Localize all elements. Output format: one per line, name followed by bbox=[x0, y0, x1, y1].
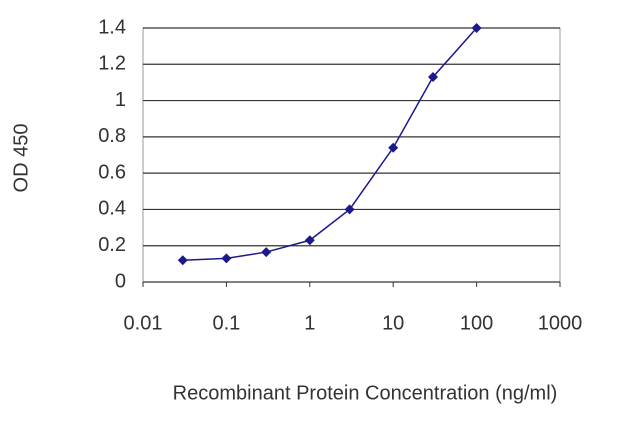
x-axis-label: Recombinant Protein Concentration (ng/ml… bbox=[173, 382, 558, 404]
x-tick-label: 0.01 bbox=[124, 312, 163, 334]
plot-area bbox=[142, 27, 561, 283]
x-tick-label: 1 bbox=[304, 312, 315, 334]
x-tick-label: 0.1 bbox=[212, 312, 240, 334]
data-point bbox=[261, 247, 272, 258]
series-line bbox=[182, 27, 478, 261]
data-point bbox=[177, 255, 188, 266]
data-point bbox=[471, 23, 482, 33]
y-tick-label: 1.2 bbox=[98, 53, 126, 75]
y-tick-label: 0.6 bbox=[98, 161, 126, 183]
y-tick-label: 0.4 bbox=[98, 198, 126, 220]
y-tick-label: 0 bbox=[115, 270, 126, 292]
x-tick-label: 100 bbox=[460, 312, 493, 334]
y-tick-label: 0.8 bbox=[98, 125, 126, 147]
data-point bbox=[304, 235, 315, 246]
y-tick-label: 1.4 bbox=[98, 16, 126, 38]
x-tick-label: 10 bbox=[382, 312, 404, 334]
y-tick-label: 0.2 bbox=[98, 234, 126, 256]
data-point bbox=[427, 71, 438, 82]
data-point bbox=[221, 253, 232, 264]
data-point bbox=[344, 204, 355, 215]
y-axis-label: OD 450 bbox=[10, 124, 32, 193]
data-point bbox=[388, 142, 399, 153]
y-tick-label: 1 bbox=[115, 89, 126, 111]
x-tick-label: 1000 bbox=[538, 312, 583, 334]
